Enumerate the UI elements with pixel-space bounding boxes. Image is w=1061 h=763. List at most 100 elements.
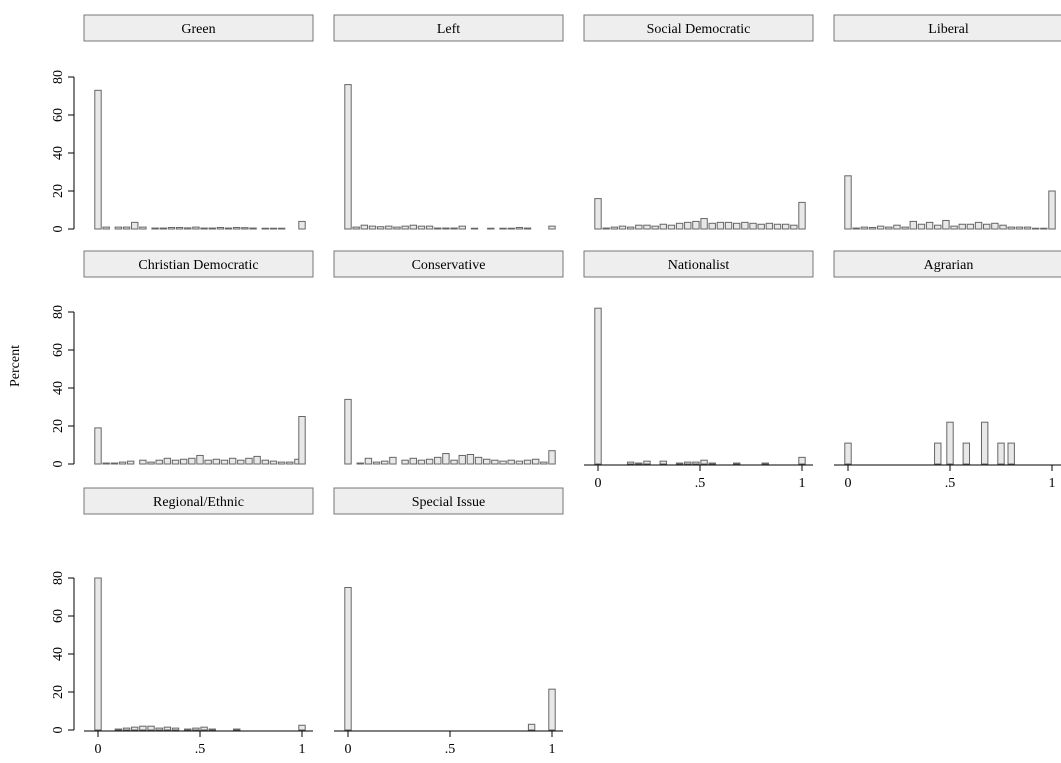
histogram-bar bbox=[635, 224, 643, 230]
histogram-bar bbox=[208, 227, 216, 230]
x-tick-label: 1 bbox=[549, 742, 556, 757]
histogram-bar bbox=[409, 457, 417, 465]
panel-title: Christian Democratic bbox=[138, 258, 258, 273]
histogram-bar bbox=[184, 728, 192, 731]
y-tick-label: 40 bbox=[51, 647, 66, 661]
histogram-bar bbox=[344, 398, 352, 465]
histogram-bar bbox=[385, 225, 393, 230]
histogram-bar bbox=[643, 460, 651, 465]
histogram-bar bbox=[523, 459, 532, 465]
histogram-bar bbox=[179, 458, 188, 465]
x-tick-label: 1 bbox=[299, 742, 306, 757]
histogram-bar bbox=[261, 459, 269, 465]
y-tick-label: 80 bbox=[51, 305, 66, 319]
histogram-bar bbox=[102, 462, 110, 465]
histogram-bar bbox=[344, 587, 352, 731]
histogram-bar bbox=[122, 727, 131, 731]
panel-strip bbox=[333, 14, 564, 42]
panel-title: Green bbox=[181, 22, 215, 37]
histogram-bar bbox=[151, 227, 159, 230]
panel-strip bbox=[833, 14, 1061, 42]
histogram-bar bbox=[401, 225, 409, 230]
panel-title: Regional/Ethnic bbox=[153, 495, 244, 510]
histogram-bar bbox=[934, 442, 942, 465]
panel-title: Agrarian bbox=[924, 258, 974, 273]
histogram-bar bbox=[868, 226, 877, 230]
histogram-bar bbox=[200, 726, 208, 731]
histogram-bar bbox=[515, 460, 524, 465]
histogram-bar bbox=[626, 461, 635, 465]
histogram-bar bbox=[277, 461, 286, 465]
y-axis-title: Percent bbox=[8, 345, 23, 387]
histogram-bar bbox=[966, 223, 975, 230]
y-tick-label: 40 bbox=[51, 381, 66, 395]
histogram-bar bbox=[749, 222, 757, 230]
histogram-bar bbox=[442, 227, 450, 230]
histogram-bar bbox=[876, 225, 885, 230]
histogram-bar bbox=[458, 225, 466, 230]
histogram-bar bbox=[548, 450, 556, 465]
histogram-bar bbox=[245, 457, 253, 465]
panel-strip bbox=[333, 250, 564, 278]
x-tick-label: 0 bbox=[845, 476, 852, 491]
panel-7: Nationalist 0 .5 1 bbox=[583, 250, 814, 491]
panel-title: Nationalist bbox=[668, 258, 730, 273]
x-tick-label: .5 bbox=[195, 742, 206, 757]
histogram-bar bbox=[675, 222, 684, 230]
histogram-bar bbox=[1023, 226, 1032, 230]
histogram-bar bbox=[942, 219, 950, 230]
histogram-bar bbox=[298, 724, 306, 731]
histogram-bar bbox=[442, 453, 450, 465]
histogram-bar bbox=[409, 224, 417, 230]
histogram-bar bbox=[425, 225, 434, 230]
histogram-bar bbox=[261, 227, 269, 230]
histogram-bar bbox=[220, 459, 229, 465]
histogram-bar bbox=[527, 723, 536, 731]
histogram-bar bbox=[708, 222, 716, 230]
histogram-bar bbox=[901, 226, 909, 230]
histogram-bar bbox=[286, 461, 294, 465]
x-tick-label: .5 bbox=[445, 742, 456, 757]
histogram-bar bbox=[269, 460, 278, 465]
histogram-bar bbox=[470, 227, 479, 230]
histogram-bar bbox=[360, 224, 369, 230]
histogram-bar bbox=[155, 727, 163, 731]
histogram-bar bbox=[950, 225, 958, 230]
histogram-bar bbox=[635, 462, 643, 465]
panel-strip bbox=[83, 487, 314, 515]
histogram-bar bbox=[844, 442, 852, 465]
histogram-bar bbox=[417, 459, 426, 465]
histogram-bar bbox=[434, 227, 442, 230]
y-tick-label: 0 bbox=[51, 461, 66, 468]
histogram-bar bbox=[381, 460, 389, 465]
histogram-bar bbox=[659, 460, 667, 465]
x-tick-label: 0 bbox=[95, 742, 102, 757]
y-tick-label: 80 bbox=[51, 571, 66, 585]
histogram-bar bbox=[667, 224, 676, 230]
panel-10: Special Issue 0 .5 1 bbox=[333, 487, 564, 757]
histogram-bar bbox=[765, 222, 774, 230]
histogram-bar bbox=[798, 456, 806, 465]
panel-strip bbox=[833, 250, 1061, 278]
histogram-bar bbox=[958, 223, 966, 230]
histogram-bar bbox=[610, 226, 619, 230]
histogram-bar bbox=[983, 223, 991, 230]
histogram-bar bbox=[733, 222, 741, 230]
histogram-bar bbox=[917, 223, 926, 230]
histogram-bar bbox=[188, 457, 196, 465]
panel-9: Regional/Ethnic 0 .5 1 0 20 40 60 80 bbox=[51, 487, 314, 757]
histogram-bar bbox=[626, 226, 635, 230]
histogram-bar bbox=[196, 454, 204, 465]
panel-strip bbox=[333, 487, 564, 515]
histogram-bar bbox=[798, 201, 806, 230]
panel-title: Conservative bbox=[412, 258, 486, 273]
y-tick-label: 0 bbox=[51, 727, 66, 734]
histogram-bar bbox=[659, 223, 667, 230]
histogram-bar bbox=[515, 226, 524, 230]
histogram-bar bbox=[684, 461, 692, 465]
panel-title: Liberal bbox=[928, 22, 969, 37]
histogram-bar bbox=[692, 461, 700, 465]
histogram-bar bbox=[241, 227, 249, 230]
y-tick-label: 60 bbox=[51, 343, 66, 357]
histogram-bar bbox=[844, 175, 852, 230]
